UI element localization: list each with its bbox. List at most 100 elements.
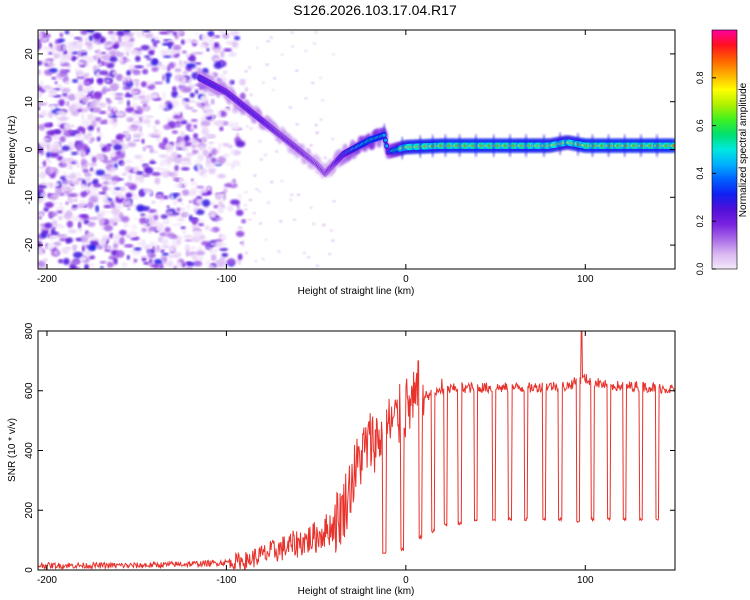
- spectrogram-noise-blob: [133, 127, 139, 131]
- spectrogram-noise-blob: [182, 86, 192, 93]
- spectrogram-noise-blob: [95, 169, 106, 176]
- spectrogram-noise-blob: [115, 73, 123, 82]
- spectrogram-noise-blob: [210, 254, 217, 262]
- spectrogram-noise-blob: [121, 76, 128, 83]
- spectrogram-noise-blob: [331, 239, 335, 242]
- spectrogram-ridge-spike: [492, 134, 495, 157]
- spectrogram-noise-blob: [198, 44, 207, 49]
- spectrogram-noise-blob: [302, 251, 306, 255]
- spectrogram-noise-blob: [162, 195, 169, 200]
- spectrogram-noise-blob: [241, 218, 247, 224]
- spectrogram-noise-blob: [212, 36, 217, 39]
- spectrogram-noise-blob: [116, 133, 124, 140]
- spectrogram-noise-blob: [63, 122, 71, 130]
- spectrogram-noise-blob: [47, 94, 55, 98]
- spectrogram-noise-blob: [41, 182, 51, 186]
- spectrogram-noise-blob: [175, 145, 180, 151]
- spectrogram-noise-blob: [190, 119, 198, 122]
- spectrogram-noise-blob: [186, 266, 192, 269]
- spectrogram-noise-blob: [209, 42, 215, 48]
- spectrogram-noise-blob: [109, 152, 117, 158]
- spectrogram-noise-blob: [141, 90, 145, 97]
- spectrogram-noise-blob: [219, 110, 227, 118]
- spectrogram-noise-blob: [121, 262, 125, 267]
- spectrogram-noise-blob: [133, 247, 142, 251]
- spectrogram-noise-blob: [208, 170, 216, 175]
- spectrogram-noise-blob: [59, 135, 66, 143]
- spectrogram-noise-blob: [41, 109, 47, 117]
- snr-x-label: Height of straight line (km): [298, 586, 415, 597]
- spectrogram-noise-blob: [139, 132, 144, 136]
- spectrogram-noise-blob: [237, 226, 243, 230]
- spectrogram-noise-blob: [213, 61, 223, 69]
- snr-y-tick-label: 600: [24, 382, 35, 399]
- spectrogram-noise-blob: [96, 136, 101, 142]
- spectrogram-noise-blob: [225, 163, 233, 166]
- spectrogram-noise-blob: [213, 57, 220, 61]
- spectrogram-noise-blob: [190, 181, 198, 186]
- spectrogram-noise-blob: [210, 98, 215, 105]
- spectrogram-noise-blob: [95, 204, 100, 213]
- spectrogram-noise-blob: [46, 130, 56, 136]
- spectrogram-noise-blob: [42, 258, 48, 262]
- spectrogram-noise-blob: [185, 244, 190, 250]
- spectrogram-noise-blob: [100, 226, 104, 230]
- spectrogram-noise-blob: [164, 143, 175, 151]
- spectrogram-noise-blob: [87, 221, 96, 227]
- spectrogram-noise-blob: [153, 58, 157, 64]
- spectrogram-ridge-spike: [524, 134, 528, 157]
- spectrogram-noise-blob: [219, 126, 224, 132]
- spectrogram-noise-blob: [230, 149, 235, 156]
- spectrogram-noise-blob: [51, 234, 58, 239]
- spectrogram-noise-blob: [74, 133, 83, 141]
- spectrogram-noise-blob: [187, 55, 196, 62]
- spectrogram-noise-blob: [273, 77, 277, 80]
- spectrogram-noise-blob: [123, 223, 130, 228]
- spectrogram-noise-blob: [93, 32, 102, 40]
- spectrogram-noise-blob: [125, 51, 130, 57]
- spectrogram-noise-blob: [117, 51, 125, 58]
- spectrogram-y-tick-label: -10: [24, 190, 35, 205]
- snr-y-tick-label: 0: [24, 567, 35, 573]
- spectrogram-noise-blob: [63, 54, 70, 62]
- spectrogram-noise-blob: [39, 171, 47, 179]
- spectrogram-noise-blob: [101, 210, 105, 218]
- spectrogram-noise-blob: [249, 127, 253, 130]
- spectrogram-noise-blob: [102, 119, 108, 125]
- spectrogram-noise-blob: [98, 110, 107, 115]
- spectrogram-noise-blob: [181, 157, 191, 162]
- spectrogram-noise-blob: [172, 45, 180, 52]
- spectrogram-noise-blob: [125, 106, 135, 113]
- spectrogram-noise-blob: [80, 183, 86, 191]
- spectrogram-noise-blob: [172, 200, 178, 206]
- spectrogram-noise-blob: [81, 112, 85, 121]
- spectrogram-noise-blob: [157, 194, 162, 198]
- spectrogram-noise-blob: [38, 31, 44, 39]
- spectrogram-noise-blob: [143, 105, 151, 112]
- spectrogram-noise-blob: [172, 86, 177, 92]
- spectrogram-noise-blob: [164, 226, 171, 233]
- spectrogram-noise-blob: [83, 134, 90, 140]
- colorbar-tick-label: 0.2: [695, 215, 705, 228]
- spectrogram-noise-blob: [38, 90, 42, 98]
- spectrogram-noise-blob: [129, 90, 139, 95]
- spectrogram-noise-blob: [126, 100, 131, 107]
- snr-y-tick-label: 200: [24, 501, 35, 518]
- spectrogram-noise-blob: [139, 217, 147, 225]
- spectrogram-noise-blob: [121, 172, 127, 176]
- spectrogram-noise-blob: [89, 237, 99, 241]
- spectrogram-noise-blob: [111, 180, 118, 186]
- spectrogram-noise-blob: [201, 136, 208, 143]
- spectrogram-noise-blob: [259, 222, 263, 225]
- spectrogram-noise-blob: [239, 78, 246, 86]
- spectrogram-noise-blob: [296, 193, 300, 196]
- spectrogram-noise-blob: [165, 75, 170, 84]
- spectrogram-noise-blob: [244, 70, 248, 73]
- spectrogram-noise-blob: [228, 51, 237, 57]
- spectrogram-noise-blob: [109, 232, 114, 239]
- spectrogram-noise-blob: [271, 89, 275, 92]
- spectrogram-noise-blob: [81, 119, 91, 127]
- spectrogram-noise-blob: [120, 41, 129, 47]
- spectrogram-noise-blob: [38, 240, 43, 249]
- spectrogram-noise-blob: [244, 204, 248, 207]
